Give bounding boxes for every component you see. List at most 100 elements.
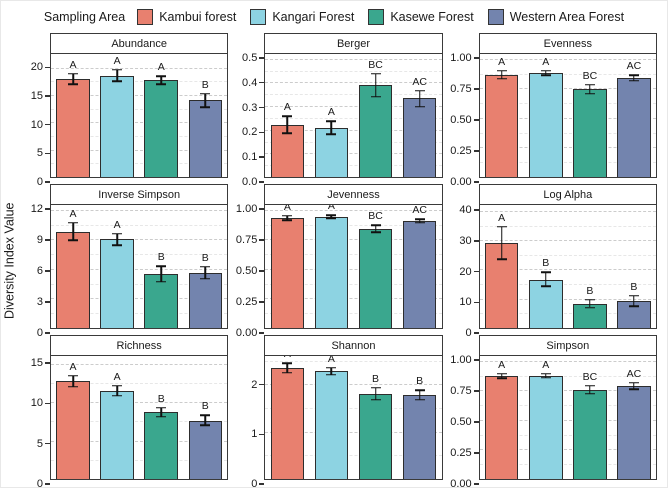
legend-item: Kangari Forest	[250, 9, 354, 25]
bar	[617, 301, 651, 328]
significance-letter: A	[327, 204, 335, 213]
legend-item-label: Kangari Forest	[272, 10, 355, 24]
error-bar-cap-bottom	[156, 415, 167, 418]
facet-panel: A A BC AC	[264, 204, 443, 329]
error-bar	[330, 121, 333, 135]
significance-letter: A	[498, 358, 506, 371]
major-gridline	[51, 440, 228, 442]
error-bar-cap-bottom	[68, 386, 79, 388]
error-bar-cap-top	[156, 265, 167, 267]
bar	[270, 218, 305, 328]
minor-gridline	[265, 70, 442, 72]
minor-gridline	[479, 254, 656, 256]
facet-panel: A A BC AC	[478, 53, 657, 178]
major-gridline	[265, 268, 442, 270]
y-tick-mark	[259, 208, 265, 210]
y-tick-mark	[473, 452, 479, 454]
facet-cell: 0.00 0.25 0.50 0.75 1.00 Evenness A A BC AC	[447, 33, 661, 188]
significance-letter: A	[69, 58, 77, 71]
minor-gridline	[265, 313, 442, 315]
minor-gridline	[265, 224, 442, 226]
bar	[358, 84, 393, 177]
legend-swatch	[250, 9, 267, 25]
legend-item: Kambui forest	[137, 9, 236, 25]
y-tick-label: 0.1	[242, 151, 258, 164]
significance-letter: A	[69, 207, 77, 220]
y-axis: 0.0 0.1 0.2 0.3 0.4 0.5	[232, 33, 265, 188]
y-tick-label: 0.50	[235, 264, 258, 277]
legend-item-label: Western Area Forest	[509, 10, 625, 24]
significance-letter: BC	[368, 210, 383, 223]
major-gridline	[51, 268, 228, 270]
significance-letter: B	[630, 280, 638, 293]
y-tick-mark	[473, 240, 479, 242]
error-bar-cap-bottom	[326, 133, 337, 135]
error-bar-cap-top	[540, 271, 551, 274]
bar	[484, 376, 519, 479]
minor-gridline	[51, 313, 228, 315]
y-tick-mark	[259, 384, 265, 386]
significance-letter: B	[416, 375, 424, 388]
y-tick-label: 0.50	[450, 113, 472, 126]
y-tick-mark	[259, 301, 265, 303]
error-bar-cap-top	[414, 218, 425, 220]
y-tick-label: 6	[36, 265, 43, 278]
facet-cell: 0 3 6 9 12 Inverse Simpson A A B B	[18, 184, 232, 339]
y-tick-label: 0.5	[242, 51, 258, 64]
error-bar-cap-bottom	[282, 219, 293, 221]
facet-strip-title: Richness	[50, 335, 229, 355]
facet-panel: A A BC AC	[264, 53, 443, 178]
facet-strip-title: Shannon	[264, 335, 443, 355]
error-bar-cap-top	[200, 414, 211, 416]
facet-strip-title: Log Alpha	[478, 184, 657, 204]
facet: Evenness A A BC AC	[478, 33, 657, 178]
y-tick-label: 0.75	[450, 82, 472, 95]
error-bar-cap-bottom	[68, 239, 79, 242]
bar	[144, 273, 178, 328]
bar	[402, 98, 437, 177]
minor-gridline	[265, 408, 442, 410]
error-bar-cap-bottom	[200, 278, 211, 280]
y-tick-label: 0	[36, 327, 43, 339]
error-bar	[633, 295, 635, 307]
minor-gridline	[265, 94, 442, 96]
bar	[402, 394, 437, 479]
y-tick-label: 0.25	[450, 144, 472, 157]
minor-gridline	[479, 132, 656, 134]
y-axis: 0 1 2	[232, 335, 265, 487]
significance-letter: AC	[412, 204, 427, 217]
facet: Richness A A B B	[50, 335, 229, 480]
facet-cell: 0.00 0.25 0.50 0.75 1.00 Simpson A A BC AC	[447, 335, 661, 487]
y-axis: 0.00 0.25 0.50 0.75 1.00	[447, 335, 479, 487]
facet-strip-title: Inverse Simpson	[50, 184, 229, 204]
facet-strip-title: Jevenness	[264, 184, 443, 204]
facet: Jevenness A A BC AC	[264, 184, 443, 329]
error-bar-cap-bottom	[326, 374, 337, 376]
significance-letter: A	[542, 55, 550, 68]
error-bar-cap-top	[326, 214, 337, 217]
error-bar-cap-bottom	[112, 80, 123, 83]
error-bar	[589, 84, 591, 94]
y-tick-label: 1.00	[235, 202, 258, 215]
error-bar	[286, 215, 289, 221]
error-bar-cap-top	[370, 72, 381, 75]
error-bar-cap-top	[370, 224, 381, 227]
error-bar	[72, 375, 74, 387]
significance-letter: A	[542, 358, 550, 371]
error-bar-cap-bottom	[414, 105, 425, 108]
y-tick-label: 0.00	[450, 176, 472, 188]
y-tick-label: 3	[36, 296, 43, 309]
error-bar	[500, 373, 503, 379]
y-tick-label: 9	[36, 234, 43, 247]
facet-panel: A A A B	[50, 53, 229, 178]
y-tick-label: 10	[30, 118, 43, 131]
minor-gridline	[479, 375, 656, 377]
error-bar-cap-top	[496, 225, 507, 228]
y-tick-mark	[45, 152, 50, 155]
error-bar	[286, 363, 289, 373]
y-axis: 0 5 10 15 20	[18, 33, 50, 188]
significance-letter: A	[69, 361, 77, 373]
error-bar	[500, 226, 503, 260]
error-bar-cap-bottom	[496, 78, 507, 80]
minor-gridline	[265, 254, 442, 256]
